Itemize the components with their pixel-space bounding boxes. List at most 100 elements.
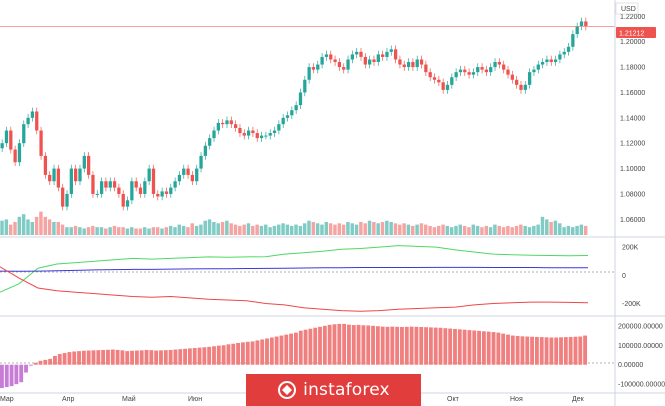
candle-body — [91, 174, 95, 194]
candle-body — [476, 67, 480, 73]
indicator2-bar — [448, 328, 453, 365]
indicator2-pane[interactable] — [0, 323, 615, 389]
volume-bar — [506, 225, 510, 235]
candle-body — [553, 59, 558, 63]
volume-bar — [229, 223, 233, 235]
indicator2-bar — [163, 350, 168, 365]
indicator2-tick-label: 100000.00000 — [618, 343, 663, 350]
volume-bar — [385, 220, 389, 235]
volume-bar — [380, 222, 385, 235]
volume-bar — [86, 227, 91, 235]
volume-bars — [0, 211, 588, 235]
price-pane[interactable] — [0, 17, 615, 235]
indicator2-bar — [530, 336, 535, 365]
indicator2-bar — [154, 350, 159, 365]
candle-body — [437, 79, 441, 83]
volume-bar — [8, 224, 13, 235]
candle-body — [13, 149, 17, 163]
indicator2-bar — [371, 325, 375, 365]
volume-bar — [497, 225, 501, 235]
indicator2-bar — [477, 330, 482, 365]
candle-body — [424, 64, 428, 73]
volume-bar — [207, 219, 212, 235]
candle-body — [65, 193, 69, 207]
candle-body — [182, 168, 186, 175]
price-axis[interactable]: 1.22000 1.20000 1.18000 1.16000 1.14000 1.120… — [620, 14, 645, 224]
indicator2-bar — [19, 364, 24, 383]
indicator2-bar — [515, 335, 520, 365]
volume-bar — [43, 216, 47, 235]
volume-bar — [583, 225, 588, 235]
candle-body — [398, 59, 402, 65]
time-tick-label: Мар — [0, 396, 14, 403]
volume-bar — [302, 223, 307, 235]
indicator2-bar — [390, 326, 395, 365]
indicator2-bar — [419, 327, 424, 365]
indicator1-tick-label: 0 — [622, 273, 626, 280]
volume-bar — [540, 216, 545, 235]
candle-body — [402, 64, 406, 68]
volume-bar — [65, 227, 69, 235]
indicator2-bar — [284, 334, 289, 365]
volume-bar — [294, 224, 298, 235]
volume-bar — [346, 222, 350, 235]
volume-bar — [264, 224, 268, 235]
volume-bar — [95, 227, 99, 235]
volume-bar — [298, 225, 303, 235]
candle-body — [95, 193, 99, 195]
indicator2-tick-label: 0.00000 — [618, 362, 643, 369]
indicator2-bar — [308, 328, 313, 365]
time-axis[interactable]: Мар Апр Май Июн Окт Ноя Дек — [0, 395, 585, 403]
indicator2-bar — [453, 328, 457, 365]
indicator1-pane[interactable] — [0, 245, 615, 312]
indicator2-axis[interactable]: 200000.00000 100000.00000 0.00000 -100000.0… — [618, 323, 665, 388]
indicator2-bar — [28, 364, 33, 366]
indicator2-bar — [134, 350, 139, 365]
volume-bar — [406, 224, 411, 235]
volume-bar — [272, 225, 277, 235]
candle-body — [9, 130, 13, 150]
candle-body — [138, 187, 143, 194]
indicator1-red-line — [0, 266, 589, 312]
candle-body — [480, 67, 484, 70]
indicator2-bar — [168, 349, 173, 365]
candle-body — [4, 130, 9, 144]
indicator2-bar — [525, 336, 530, 365]
indicator2-bar — [351, 325, 356, 365]
logo-mark-icon — [278, 381, 297, 399]
volume-bar — [125, 228, 130, 235]
volume-bar — [104, 228, 108, 235]
indicator2-bar — [236, 342, 241, 365]
volume-bar — [337, 223, 341, 235]
indicator2-bar — [91, 350, 96, 365]
volume-bar — [354, 224, 359, 235]
indicator2-bar — [347, 324, 351, 365]
indicator2-bar — [404, 326, 409, 365]
candle-body — [316, 64, 320, 70]
volume-bar — [311, 222, 316, 235]
candle-body — [112, 181, 117, 188]
candle-body — [0, 143, 4, 149]
candle-body — [259, 135, 264, 139]
indicator1-axis[interactable]: 200K 0 -200K — [622, 245, 641, 308]
volume-bar — [510, 227, 514, 235]
indicator2-bar — [226, 344, 231, 365]
indicator2-bar — [183, 348, 188, 365]
candle-body — [584, 21, 588, 27]
indicator1-green-line — [0, 245, 589, 293]
volume-bar — [30, 222, 35, 235]
candle-body — [471, 72, 476, 75]
volume-bar — [536, 224, 540, 235]
volume-bar — [341, 224, 346, 235]
volume-bar — [112, 225, 117, 235]
indicator2-bar — [139, 350, 144, 365]
volume-bar — [13, 222, 17, 235]
volume-bar — [501, 227, 506, 235]
indicator2-bar — [506, 334, 510, 365]
candle-body — [320, 56, 324, 65]
indicator2-bar — [443, 328, 448, 365]
candle-body — [30, 111, 35, 118]
candle-body — [389, 49, 393, 52]
candle-body — [515, 79, 519, 85]
